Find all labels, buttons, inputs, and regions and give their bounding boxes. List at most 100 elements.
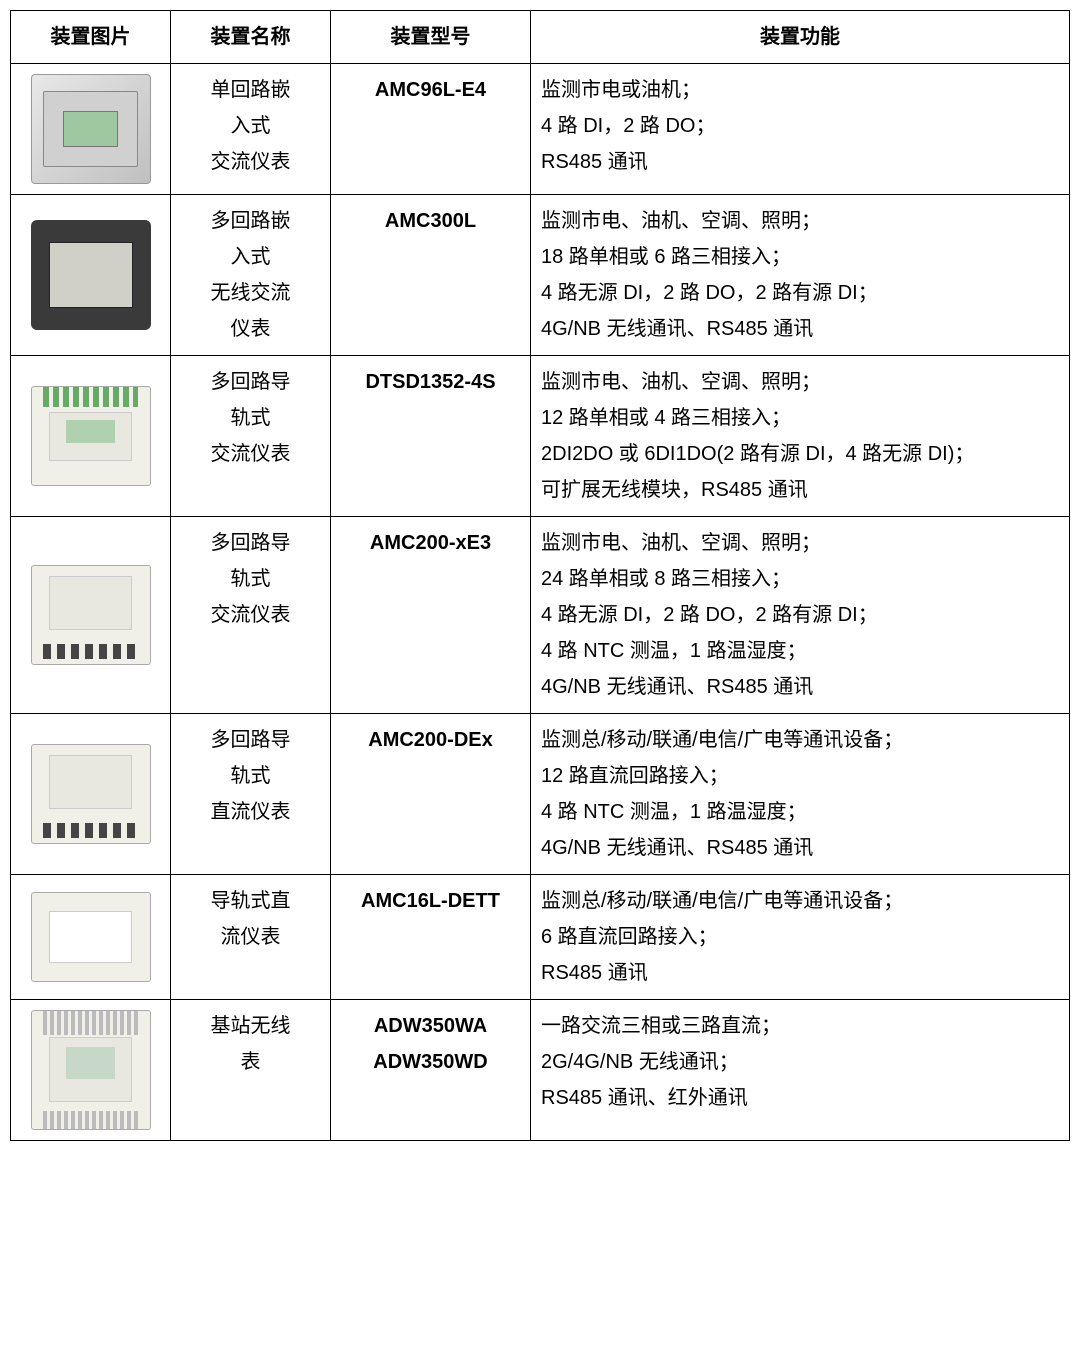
device-function-line: 监测总/移动/联通/电信/广电等通讯设备； bbox=[541, 722, 1059, 758]
device-model-line: ADW350WD bbox=[341, 1044, 520, 1080]
device-model-line: AMC300L bbox=[341, 203, 520, 239]
device-name-cell: 多回路导轨式直流仪表 bbox=[171, 714, 331, 875]
device-name-line: 基站无线 bbox=[181, 1008, 320, 1044]
device-image-cell bbox=[11, 1000, 171, 1141]
device-image-din-terminal bbox=[31, 1010, 151, 1130]
device-model-line: ADW350WA bbox=[341, 1008, 520, 1044]
device-image-cell bbox=[11, 875, 171, 1000]
device-name-line: 轨式 bbox=[181, 758, 320, 794]
device-name-cell: 多回路嵌入式无线交流仪表 bbox=[171, 195, 331, 356]
device-function-line: 4G/NB 无线通讯、RS485 通讯 bbox=[541, 830, 1059, 866]
table-row: 多回路导轨式直流仪表 AMC200-DEx 监测总/移动/联通/电信/广电等通讯设备… bbox=[11, 714, 1070, 875]
device-name-line: 交流仪表 bbox=[181, 144, 320, 180]
device-function-line: 监测总/移动/联通/电信/广电等通讯设备； bbox=[541, 883, 1059, 919]
device-function-line: 6 路直流回路接入； bbox=[541, 919, 1059, 955]
device-name-line: 多回路嵌 bbox=[181, 203, 320, 239]
device-image-din-ports bbox=[31, 565, 151, 665]
device-function-line: 2DI2DO 或 6DI1DO(2 路有源 DI，4 路无源 DI)； bbox=[541, 436, 1059, 472]
header-image: 装置图片 bbox=[11, 11, 171, 64]
device-function-line: RS485 通讯 bbox=[541, 144, 1059, 180]
device-name-cell: 多回路导轨式交流仪表 bbox=[171, 356, 331, 517]
device-table: 装置图片 装置名称 装置型号 装置功能 单回路嵌入式交流仪表AMC96L-E4监… bbox=[10, 10, 1070, 1141]
device-name-line: 导轨式直 bbox=[181, 883, 320, 919]
device-function-line: 18 路单相或 6 路三相接入； bbox=[541, 239, 1059, 275]
device-function-line: 12 路直流回路接入； bbox=[541, 758, 1059, 794]
device-function-line: 可扩展无线模块，RS485 通讯 bbox=[541, 472, 1059, 508]
device-name-cell: 单回路嵌入式交流仪表 bbox=[171, 64, 331, 195]
device-model-cell: AMC16L-DETT bbox=[331, 875, 531, 1000]
device-function-line: 4G/NB 无线通讯、RS485 通讯 bbox=[541, 311, 1059, 347]
device-function-line: RS485 通讯、红外通讯 bbox=[541, 1080, 1059, 1116]
table-row: 单回路嵌入式交流仪表 AMC96L-E4 监测市电或油机；4 路 DI，2 路 DO… bbox=[11, 64, 1070, 195]
device-function-line: RS485 通讯 bbox=[541, 955, 1059, 991]
device-image-cell bbox=[11, 517, 171, 714]
device-function-line: 24 路单相或 8 路三相接入； bbox=[541, 561, 1059, 597]
table-row: 导轨式直流仪表 AMC16L-DETT 监测总/移动/联通/电信/广电等通讯设备；6… bbox=[11, 875, 1070, 1000]
device-name-line: 流仪表 bbox=[181, 919, 320, 955]
device-function-cell: 监测总/移动/联通/电信/广电等通讯设备；6 路直流回路接入；RS485 通讯 bbox=[531, 875, 1070, 1000]
header-name: 装置名称 bbox=[171, 11, 331, 64]
device-model-cell: AMC200-DEx bbox=[331, 714, 531, 875]
device-function-line: 4 路无源 DI，2 路 DO，2 路有源 DI； bbox=[541, 597, 1059, 633]
device-image-cell bbox=[11, 64, 171, 195]
device-function-cell: 监测市电、油机、空调、照明；12 路单相或 4 路三相接入；2DI2DO 或 6… bbox=[531, 356, 1070, 517]
device-function-line: 监测市电、油机、空调、照明； bbox=[541, 525, 1059, 561]
device-function-line: 监测市电、油机、空调、照明； bbox=[541, 203, 1059, 239]
table-row: 多回路导轨式交流仪表 AMC200-xE3 监测市电、油机、空调、照明；24 路单相… bbox=[11, 517, 1070, 714]
device-name-cell: 多回路导轨式交流仪表 bbox=[171, 517, 331, 714]
device-name-line: 仪表 bbox=[181, 311, 320, 347]
device-name-line: 入式 bbox=[181, 239, 320, 275]
table-header-row: 装置图片 装置名称 装置型号 装置功能 bbox=[11, 11, 1070, 64]
device-function-line: 4 路 NTC 测温，1 路温湿度； bbox=[541, 633, 1059, 669]
header-function: 装置功能 bbox=[531, 11, 1070, 64]
device-name-line: 多回路导 bbox=[181, 525, 320, 561]
device-name-line: 多回路导 bbox=[181, 722, 320, 758]
device-image-cell bbox=[11, 356, 171, 517]
device-name-cell: 导轨式直流仪表 bbox=[171, 875, 331, 1000]
device-model-cell: AMC96L-E4 bbox=[331, 64, 531, 195]
device-model-cell: DTSD1352-4S bbox=[331, 356, 531, 517]
device-function-cell: 一路交流三相或三路直流；2G/4G/NB 无线通讯；RS485 通讯、红外通讯 bbox=[531, 1000, 1070, 1141]
device-function-line: 4 路 NTC 测温，1 路温湿度； bbox=[541, 794, 1059, 830]
device-name-line: 直流仪表 bbox=[181, 794, 320, 830]
device-name-line: 交流仪表 bbox=[181, 597, 320, 633]
device-model-line: AMC200-DEx bbox=[341, 722, 520, 758]
device-name-line: 单回路嵌 bbox=[181, 72, 320, 108]
device-image-din-small bbox=[31, 892, 151, 982]
device-name-line: 轨式 bbox=[181, 561, 320, 597]
device-name-cell: 基站无线表 bbox=[171, 1000, 331, 1141]
device-function-cell: 监测总/移动/联通/电信/广电等通讯设备；12 路直流回路接入；4 路 NTC … bbox=[531, 714, 1070, 875]
device-function-line: 一路交流三相或三路直流； bbox=[541, 1008, 1059, 1044]
device-image-panel-dark bbox=[31, 220, 151, 330]
device-function-line: 2G/4G/NB 无线通讯； bbox=[541, 1044, 1059, 1080]
device-name-line: 多回路导 bbox=[181, 364, 320, 400]
device-function-line: 4G/NB 无线通讯、RS485 通讯 bbox=[541, 669, 1059, 705]
device-image-cell bbox=[11, 195, 171, 356]
device-image-panel bbox=[31, 74, 151, 184]
header-model: 装置型号 bbox=[331, 11, 531, 64]
device-model-line: DTSD1352-4S bbox=[341, 364, 520, 400]
device-function-line: 监测市电、油机、空调、照明； bbox=[541, 364, 1059, 400]
table-row: 基站无线表ADW350WAADW350WD一路交流三相或三路直流；2G/4G/N… bbox=[11, 1000, 1070, 1141]
device-name-line: 表 bbox=[181, 1044, 320, 1080]
device-name-line: 轨式 bbox=[181, 400, 320, 436]
device-function-line: 12 路单相或 4 路三相接入； bbox=[541, 400, 1059, 436]
device-model-cell: AMC200-xE3 bbox=[331, 517, 531, 714]
device-function-line: 4 路 DI，2 路 DO； bbox=[541, 108, 1059, 144]
device-function-line: 监测市电或油机； bbox=[541, 72, 1059, 108]
device-name-line: 入式 bbox=[181, 108, 320, 144]
device-function-line: 4 路无源 DI，2 路 DO，2 路有源 DI； bbox=[541, 275, 1059, 311]
device-name-line: 交流仪表 bbox=[181, 436, 320, 472]
device-model-line: AMC200-xE3 bbox=[341, 525, 520, 561]
table-row: 多回路导轨式交流仪表 DTSD1352-4S 监测市电、油机、空调、照明；12 路单… bbox=[11, 356, 1070, 517]
device-image-din bbox=[31, 386, 151, 486]
device-model-cell: ADW350WAADW350WD bbox=[331, 1000, 531, 1141]
table-row: 多回路嵌入式无线交流仪表 AMC300L 监测市电、油机、空调、照明；18 路单相或… bbox=[11, 195, 1070, 356]
device-function-cell: 监测市电、油机、空调、照明；24 路单相或 8 路三相接入；4 路无源 DI，2… bbox=[531, 517, 1070, 714]
device-image-din-ports bbox=[31, 744, 151, 844]
device-model-cell: AMC300L bbox=[331, 195, 531, 356]
device-model-line: AMC96L-E4 bbox=[341, 72, 520, 108]
device-model-line: AMC16L-DETT bbox=[341, 883, 520, 919]
device-image-cell bbox=[11, 714, 171, 875]
device-name-line: 无线交流 bbox=[181, 275, 320, 311]
